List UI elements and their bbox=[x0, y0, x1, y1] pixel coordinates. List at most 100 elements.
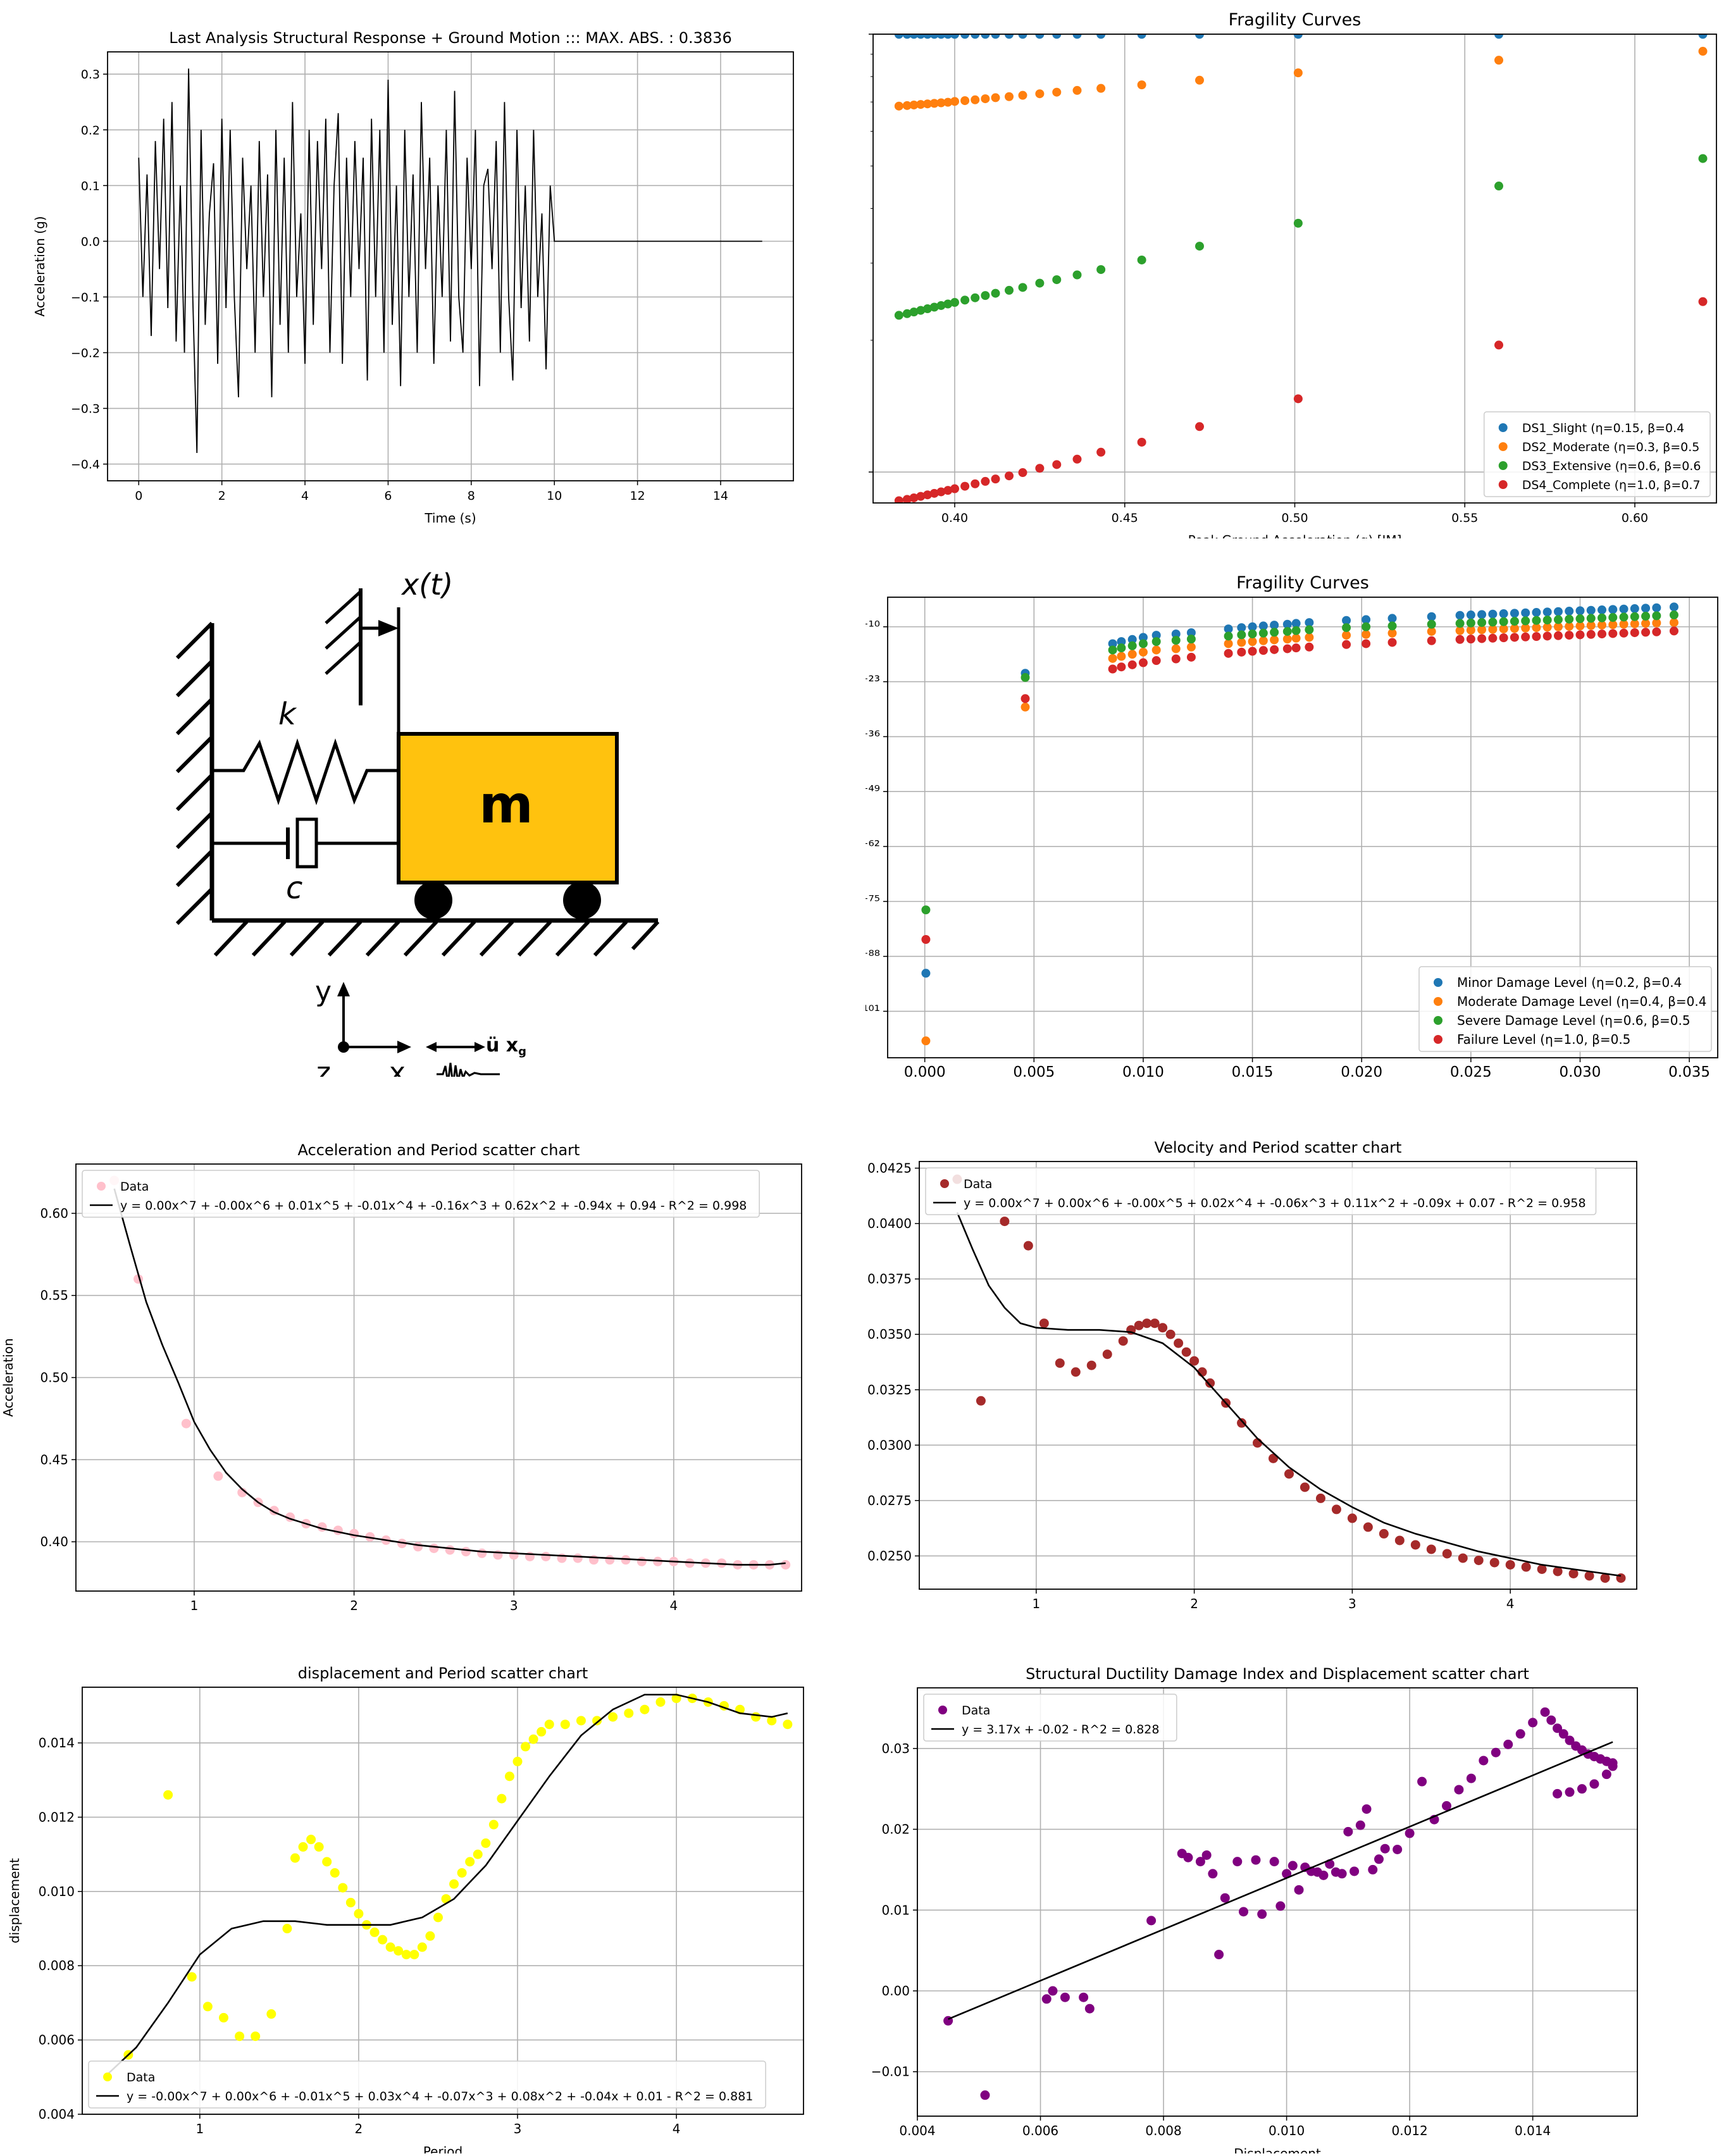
data-point bbox=[909, 34, 919, 39]
legend-point-swatch bbox=[938, 1706, 947, 1714]
data-point bbox=[909, 307, 919, 317]
data-point bbox=[921, 934, 931, 944]
y-tick-label: 0.0 bbox=[81, 235, 100, 249]
data-point bbox=[425, 1931, 435, 1941]
data-point bbox=[1151, 631, 1161, 640]
data-point bbox=[1379, 1528, 1389, 1539]
data-point bbox=[1510, 609, 1519, 618]
data-point bbox=[1442, 1549, 1452, 1559]
data-point bbox=[1528, 1718, 1538, 1728]
data-point bbox=[1183, 1852, 1193, 1862]
data-point bbox=[1477, 618, 1487, 628]
data-point bbox=[950, 97, 959, 106]
data-point bbox=[1282, 635, 1292, 644]
data-point bbox=[1018, 34, 1027, 39]
panel-accel-time: 0 2 4 6 8 10 12 14 −0.4 −0.3 −0.2 −0.1 0.0 0.1 0.2 0.3 L… bbox=[0, 0, 866, 538]
data-point bbox=[1641, 619, 1651, 628]
sdof-diagram: x(t) k c m y x z ü xg bbox=[175, 567, 660, 1089]
legend-box bbox=[923, 1694, 1177, 1742]
data-point bbox=[1171, 629, 1181, 639]
data-point bbox=[1499, 624, 1508, 634]
data-point bbox=[290, 1853, 300, 1863]
plot-area bbox=[894, 34, 1708, 503]
data-point bbox=[1698, 297, 1708, 306]
x-axis-label: Peak Ground Acceleration (g) [IM] bbox=[1188, 533, 1402, 538]
data-point bbox=[1598, 621, 1607, 630]
x-tick-label: 0.006 bbox=[1022, 2123, 1058, 2138]
data-point bbox=[1300, 1482, 1310, 1492]
data-point bbox=[1052, 87, 1062, 97]
legend-entry: DS4_Complete (η=1.0, β=0.7 bbox=[1522, 478, 1701, 492]
data-point bbox=[1363, 1522, 1373, 1532]
data-point bbox=[1165, 1329, 1176, 1339]
data-point bbox=[1096, 34, 1106, 39]
data-point bbox=[1343, 1826, 1353, 1837]
spring bbox=[212, 738, 399, 805]
data-point bbox=[1532, 616, 1541, 625]
plot-area bbox=[109, 1175, 791, 1570]
legend-point-swatch bbox=[1498, 461, 1508, 470]
data-point bbox=[929, 302, 939, 312]
data-point bbox=[1342, 640, 1351, 649]
data-point bbox=[1291, 619, 1301, 628]
data-point bbox=[1127, 650, 1137, 659]
y-tick-label: 0.60 bbox=[40, 1206, 68, 1221]
y-tick-label: 0.2 bbox=[81, 123, 100, 137]
data-point bbox=[1137, 437, 1146, 447]
data-point bbox=[1589, 1779, 1599, 1789]
data-point bbox=[1362, 639, 1371, 648]
data-point bbox=[981, 476, 990, 486]
data-point bbox=[1532, 632, 1541, 641]
x-tick-label: 6 bbox=[384, 489, 392, 503]
data-point bbox=[1405, 1828, 1415, 1838]
y-axis-label: displacement bbox=[7, 1858, 22, 1943]
data-point bbox=[1553, 622, 1563, 631]
data-point bbox=[1291, 626, 1301, 635]
plot-frame bbox=[887, 597, 1718, 1058]
data-point bbox=[1598, 605, 1607, 615]
legend-point-swatch bbox=[1434, 997, 1442, 1006]
data-point bbox=[1466, 618, 1475, 628]
data-point bbox=[916, 100, 926, 109]
data-point bbox=[943, 486, 953, 495]
chart-fragility-ductility: 0.000 0.005 0.010 0.015 0.020 0.025 0.030 0.035… bbox=[785, 573, 1718, 1109]
data-point bbox=[1021, 702, 1030, 712]
y-tick-label: 10⁻⁴⁹ bbox=[866, 783, 880, 800]
legend-point-swatch bbox=[1498, 423, 1508, 432]
data-point bbox=[349, 1528, 359, 1539]
data-point bbox=[1248, 622, 1257, 631]
x-tick-label: 4 bbox=[670, 1598, 678, 1613]
x-tick-label: 1 bbox=[190, 1598, 199, 1613]
data-point bbox=[1630, 612, 1639, 621]
data-point bbox=[1257, 1909, 1267, 1919]
data-point bbox=[1072, 270, 1082, 280]
plot-frame bbox=[917, 1687, 1638, 2117]
data-point bbox=[1537, 1564, 1547, 1574]
data-point bbox=[1018, 90, 1027, 100]
data-point bbox=[1220, 1893, 1230, 1903]
data-point bbox=[1542, 607, 1552, 617]
data-point bbox=[1586, 629, 1596, 639]
data-point bbox=[1171, 654, 1181, 664]
data-point bbox=[1282, 1869, 1292, 1879]
data-point bbox=[929, 34, 939, 39]
data-point bbox=[1035, 464, 1045, 473]
data-point bbox=[1553, 1788, 1563, 1799]
data-point bbox=[401, 1950, 411, 1960]
data-point bbox=[1195, 75, 1204, 85]
y-tick-label: 0.014 bbox=[39, 1735, 75, 1750]
mass-label: m bbox=[479, 775, 533, 835]
legend-entry: y = 0.00x^7 + -0.00x^6 + 0.01x^5 + -0.01… bbox=[120, 1199, 747, 1213]
panel-accel-period: 1 2 3 4 0.40 0.45 0.50 0.55 0.60 Acceleration and… bbox=[0, 1077, 866, 1636]
data-point bbox=[1586, 614, 1596, 623]
x-tick-label: 10 bbox=[547, 489, 562, 503]
data-point bbox=[960, 481, 970, 491]
dashpot-label-c: c bbox=[286, 870, 302, 906]
data-point bbox=[1174, 1338, 1184, 1348]
data-point bbox=[894, 101, 903, 111]
dashpot-cylinder bbox=[295, 817, 307, 869]
y-tick-label: 0.40 bbox=[40, 1534, 68, 1549]
chart-title: Structural Ductility Damage Index and Di… bbox=[1026, 1665, 1529, 1683]
data-point bbox=[1118, 1336, 1128, 1346]
data-point bbox=[1499, 633, 1508, 643]
